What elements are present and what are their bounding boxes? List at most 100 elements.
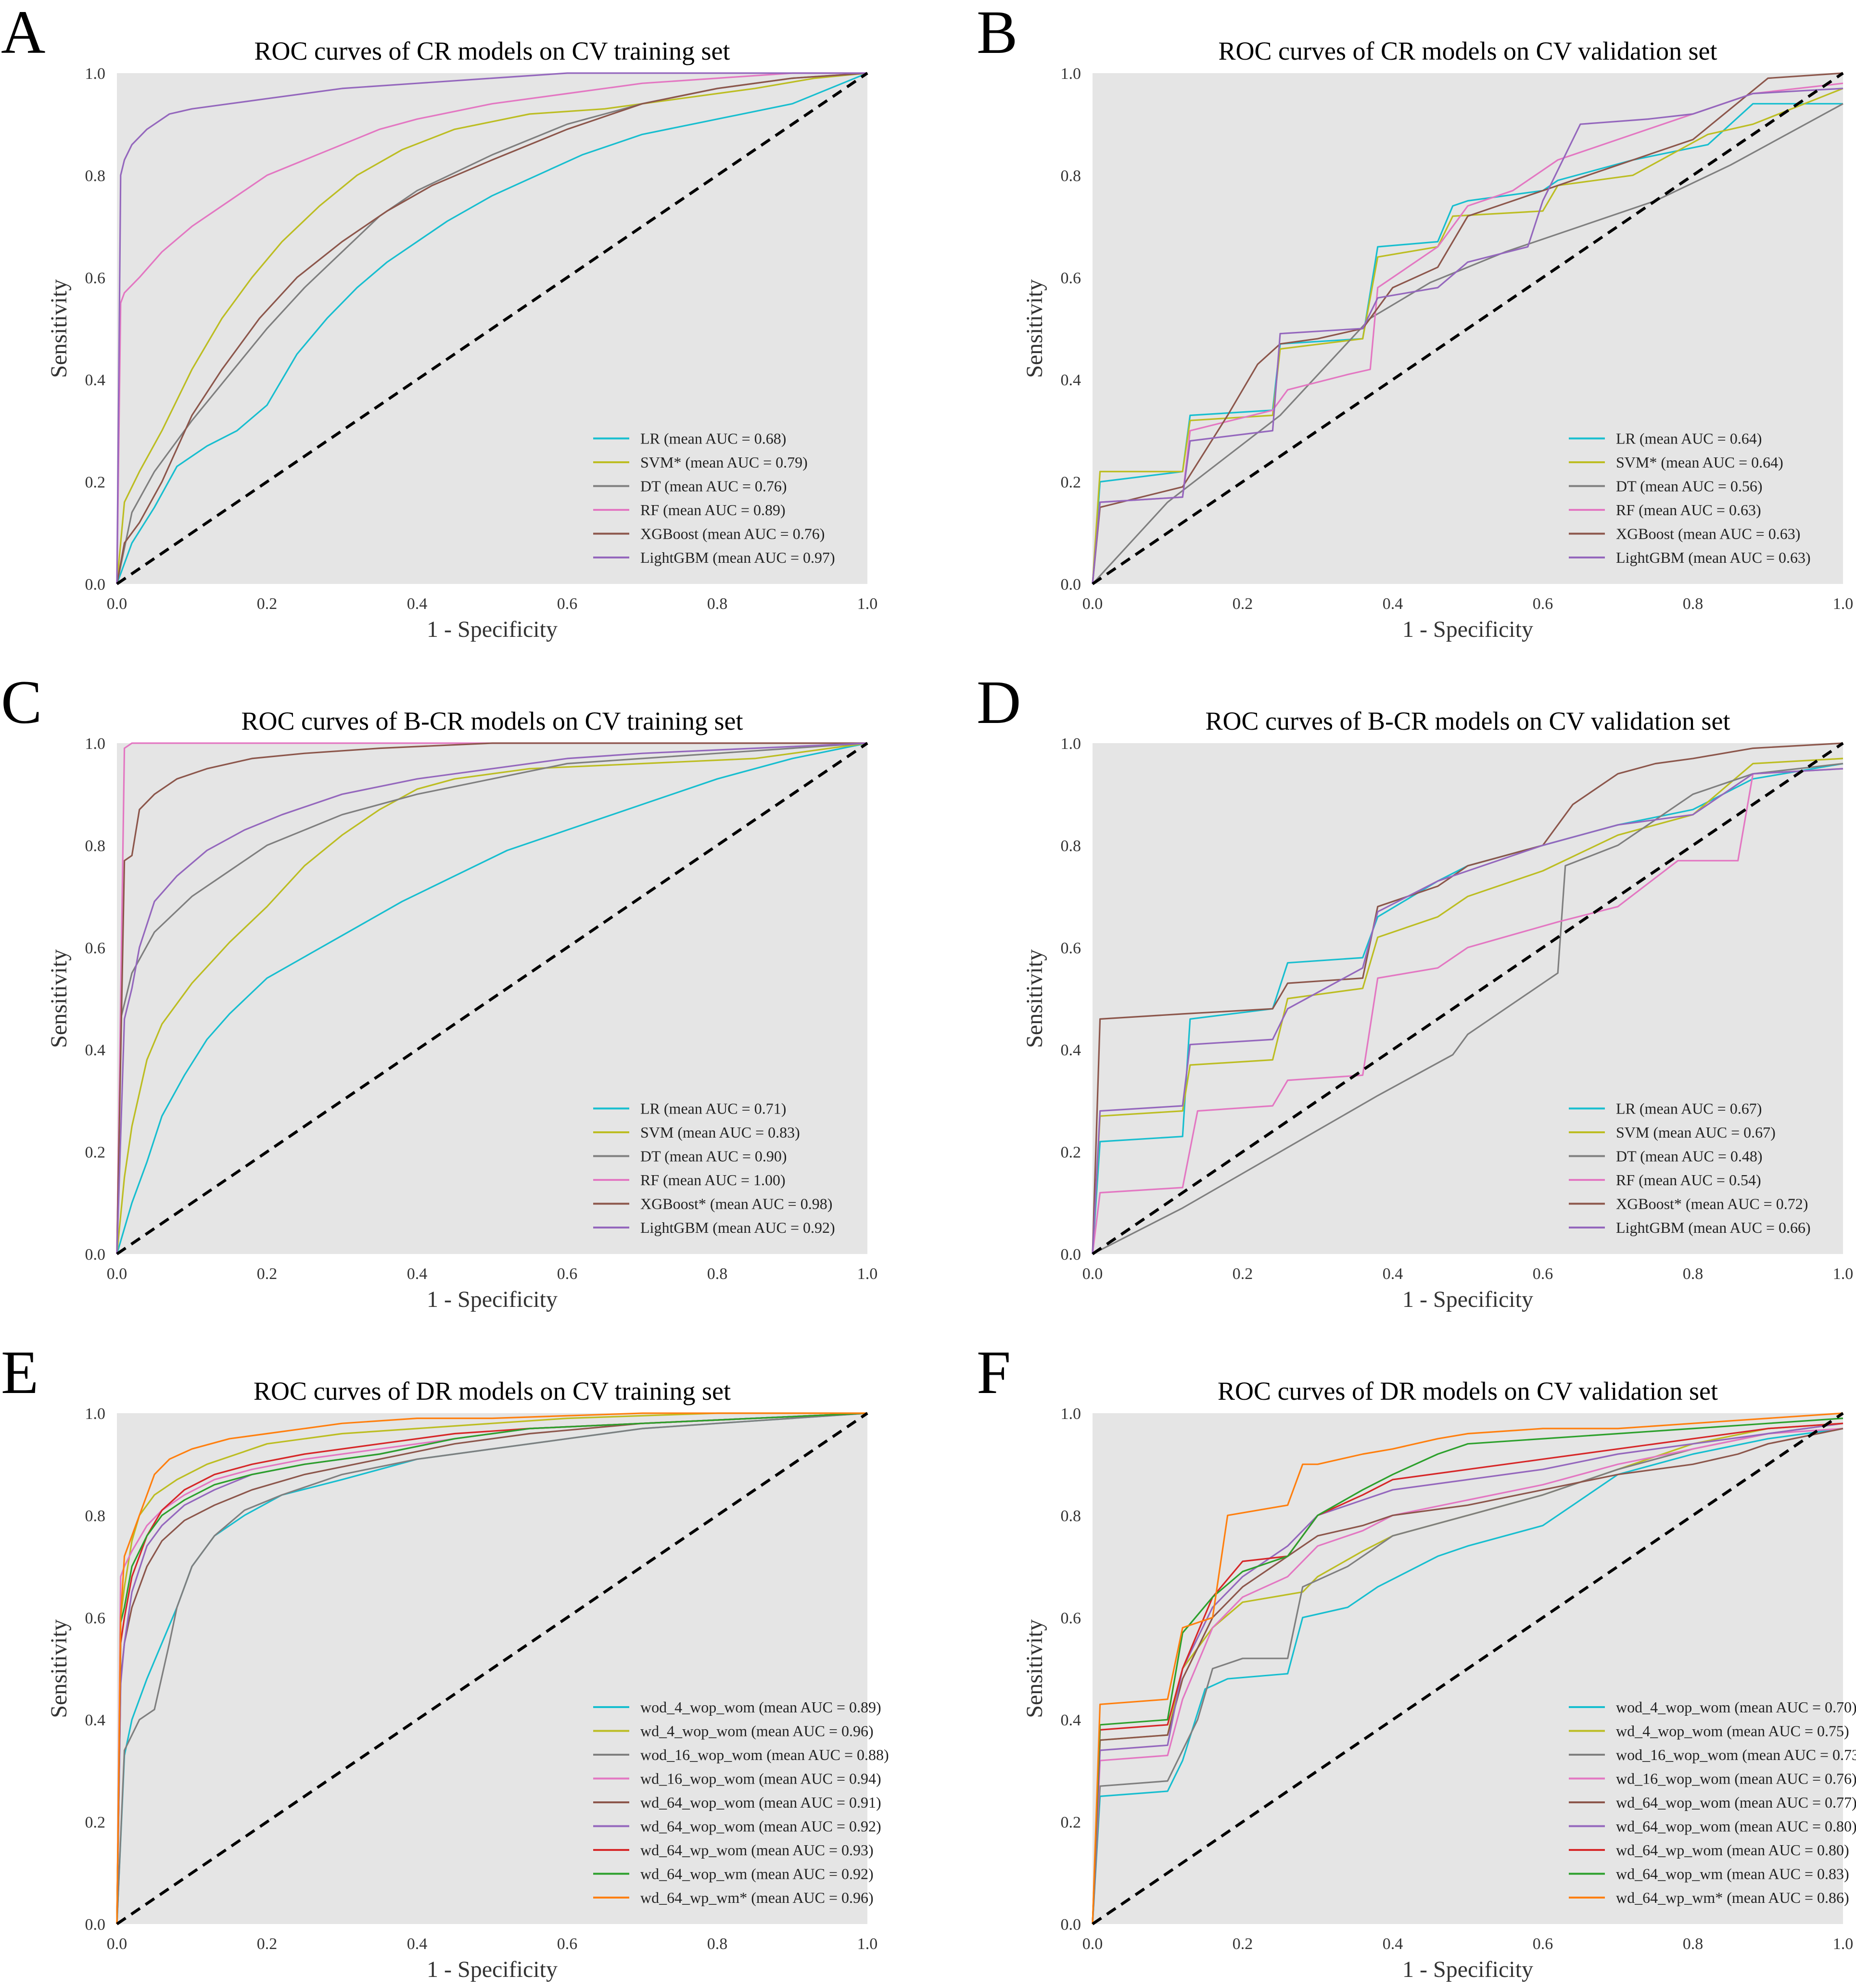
- roc-series-line-2: [1092, 762, 1843, 1255]
- legend-entry: wd_64_wp_wm* (mean AUC = 0.86): [1616, 1889, 1849, 1906]
- legend-entry: wd_16_wop_wom (mean AUC = 0.94): [640, 1770, 881, 1787]
- y-tick-label: 0.2: [85, 474, 106, 492]
- y-tick-label: 1.0: [85, 1405, 106, 1423]
- y-tick-label: 0.0: [85, 576, 106, 594]
- roc-series-line-6: [1092, 1422, 1843, 1925]
- legend-entry: RF (mean AUC = 0.54): [1616, 1171, 1761, 1189]
- y-tick-label: 0.4: [85, 1041, 106, 1059]
- y-tick-label: 0.2: [85, 1144, 106, 1162]
- y-tick-label: 0.4: [85, 371, 106, 389]
- legend-entry: RF (mean AUC = 0.89): [640, 501, 786, 519]
- x-tick-label: 1.0: [857, 1265, 878, 1283]
- x-tick-label: 0.4: [407, 1265, 428, 1283]
- x-tick-label: 0.0: [107, 1935, 127, 1953]
- x-tick-label: 0.2: [1233, 1265, 1253, 1283]
- roc-panel-d: D ROC curves of B-CR models on CV validat…: [977, 668, 1853, 1312]
- chart-title: ROC curves of DR models on CV training s…: [254, 1377, 731, 1406]
- roc-series-line-3: [1092, 768, 1843, 1254]
- y-tick-label: 0.4: [1061, 1041, 1081, 1059]
- y-tick-label: 0.0: [1061, 576, 1081, 594]
- legend-entry: wd_64_wop_wom (mean AUC = 0.91): [640, 1794, 881, 1811]
- y-axis-label: Sensitivity: [1022, 949, 1047, 1048]
- legend-entry: LR (mean AUC = 0.68): [640, 430, 786, 447]
- roc-series-line-4: [116, 72, 868, 584]
- y-tick-label: 1.0: [1061, 1405, 1081, 1423]
- y-tick-label: 0.0: [85, 1916, 106, 1934]
- y-tick-label: 0.2: [1061, 1814, 1081, 1832]
- roc-series-line-2: [1092, 1422, 1843, 1925]
- y-tick-label: 0.6: [1061, 269, 1081, 287]
- chance-diagonal: [116, 72, 868, 585]
- y-tick-label: 1.0: [85, 735, 106, 753]
- x-tick-label: 1.0: [857, 595, 878, 613]
- y-tick-label: 0.8: [1061, 167, 1081, 185]
- legend-entry: SVM* (mean AUC = 0.79): [640, 454, 808, 471]
- x-tick-label: 0.4: [1383, 1935, 1403, 1953]
- panel-letter: E: [1, 1338, 38, 1406]
- legend-entry: LightGBM (mean AUC = 0.63): [1616, 549, 1811, 566]
- legend-entry: wd_64_wop_wom (mean AUC = 0.80): [1616, 1818, 1856, 1835]
- y-tick-label: 0.8: [85, 837, 106, 855]
- legend-entry: XGBoost* (mean AUC = 0.98): [640, 1195, 832, 1213]
- x-tick-label: 1.0: [1833, 595, 1854, 613]
- chart-title: ROC curves of B-CR models on CV training…: [242, 707, 743, 735]
- x-axis-label: 1 - Specificity: [427, 617, 558, 642]
- y-axis-label: Sensitivity: [1022, 1619, 1047, 1718]
- roc-series-line-2: [116, 742, 868, 1254]
- roc-series-line-2: [1092, 103, 1843, 585]
- roc-series-line-2: [116, 1412, 868, 1925]
- legend-entry: wd_16_wop_wom (mean AUC = 0.76): [1616, 1770, 1856, 1787]
- legend-entry: DT (mean AUC = 0.90): [640, 1148, 787, 1165]
- roc-series-line-5: [116, 742, 868, 1254]
- legend-entry: wod_4_wop_wom (mean AUC = 0.70): [1616, 1698, 1856, 1716]
- y-axis-label: Sensitivity: [46, 279, 72, 378]
- legend-entry: LightGBM (mean AUC = 0.92): [640, 1219, 835, 1236]
- x-tick-label: 0.6: [1533, 595, 1553, 613]
- x-tick-label: 0.6: [557, 1935, 578, 1953]
- x-tick-label: 0.0: [1082, 595, 1103, 613]
- x-tick-label: 0.8: [1683, 595, 1703, 613]
- chance-diagonal: [116, 1412, 868, 1925]
- legend-entry: wd_64_wop_wm (mean AUC = 0.83): [1616, 1865, 1849, 1883]
- panel-letter: A: [1, 0, 45, 66]
- y-tick-label: 0.2: [1061, 1144, 1081, 1162]
- x-tick-label: 0.8: [707, 1935, 728, 1953]
- y-tick-label: 1.0: [1061, 65, 1081, 83]
- legend-entry: LR (mean AUC = 0.64): [1616, 430, 1762, 447]
- roc-series-line-4: [116, 742, 867, 1254]
- x-tick-label: 0.2: [257, 1265, 278, 1283]
- legend-entry: LightGBM (mean AUC = 0.97): [640, 549, 835, 566]
- y-tick-label: 0.8: [85, 167, 106, 185]
- legend-entry: SVM (mean AUC = 0.83): [640, 1124, 800, 1141]
- y-tick-label: 0.6: [85, 269, 106, 287]
- x-tick-label: 1.0: [1833, 1935, 1854, 1953]
- legend-entry: LR (mean AUC = 0.71): [640, 1100, 786, 1117]
- legend-entry: XGBoost (mean AUC = 0.63): [1616, 525, 1800, 543]
- roc-series-line-5: [1092, 88, 1843, 584]
- y-tick-label: 1.0: [85, 65, 106, 83]
- y-tick-label: 0.6: [85, 939, 106, 957]
- roc-series-line-4: [1092, 72, 1843, 584]
- legend-entry: wd_64_wop_wom (mean AUC = 0.92): [640, 1818, 881, 1835]
- x-tick-label: 0.0: [107, 595, 127, 613]
- legend-entry: RF (mean AUC = 0.63): [1616, 501, 1761, 519]
- legend-entry: wd_64_wop_wom (mean AUC = 0.77): [1616, 1794, 1856, 1811]
- x-axis-label: 1 - Specificity: [1402, 617, 1533, 642]
- x-tick-label: 1.0: [1833, 1265, 1854, 1283]
- x-tick-label: 0.2: [1233, 1935, 1253, 1953]
- x-tick-label: 0.8: [1683, 1265, 1703, 1283]
- roc-series-line-5: [1092, 768, 1843, 1254]
- legend-entry: DT (mean AUC = 0.76): [640, 478, 787, 495]
- x-axis-label: 1 - Specificity: [1402, 1287, 1533, 1312]
- x-tick-label: 0.4: [407, 595, 428, 613]
- chart-title: ROC curves of B-CR models on CV validati…: [1206, 707, 1730, 735]
- y-tick-label: 0.0: [1061, 1916, 1081, 1934]
- legend-entry: DT (mean AUC = 0.48): [1616, 1148, 1763, 1165]
- roc-series-line-1: [1092, 88, 1843, 584]
- y-axis-label: Sensitivity: [1022, 279, 1047, 378]
- roc-series-line-7: [116, 1412, 868, 1925]
- y-tick-label: 0.6: [85, 1609, 106, 1627]
- y-tick-label: 0.8: [85, 1507, 106, 1525]
- x-tick-label: 0.6: [557, 595, 578, 613]
- y-tick-label: 0.4: [1061, 371, 1081, 389]
